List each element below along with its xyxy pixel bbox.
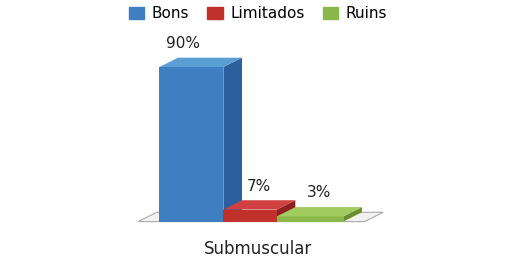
Polygon shape <box>159 58 242 67</box>
Text: 7%: 7% <box>247 178 271 194</box>
Text: Submuscular: Submuscular <box>204 240 312 258</box>
Polygon shape <box>277 200 295 222</box>
Legend: Bons, Limitados, Ruins: Bons, Limitados, Ruins <box>122 0 394 27</box>
Polygon shape <box>277 216 343 222</box>
Polygon shape <box>138 212 383 222</box>
Polygon shape <box>277 207 362 216</box>
Polygon shape <box>343 207 362 222</box>
Text: 90%: 90% <box>166 36 200 51</box>
Polygon shape <box>223 200 295 210</box>
Polygon shape <box>159 67 223 222</box>
Polygon shape <box>223 58 242 222</box>
Text: 3%: 3% <box>307 185 331 200</box>
Polygon shape <box>223 210 277 222</box>
